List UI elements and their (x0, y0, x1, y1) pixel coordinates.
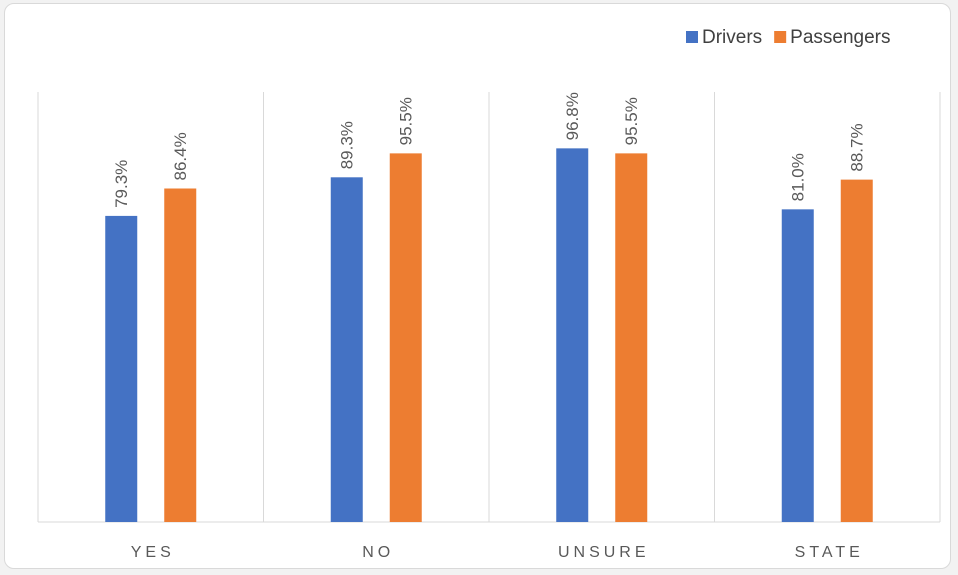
bar-passengers-no[interactable] (389, 153, 422, 522)
data-label: 96.8% (563, 92, 582, 140)
data-label: 95.5% (622, 97, 641, 145)
category-separators (37, 92, 941, 522)
legend-swatch (774, 31, 787, 43)
category-labels: YES NO UNSURE STATE (131, 544, 864, 561)
data-label: 95.5% (397, 97, 416, 145)
bar-drivers-state[interactable] (781, 209, 814, 522)
bar-passengers-yes[interactable] (164, 188, 197, 522)
data-label: 89.3% (338, 121, 357, 169)
category-label: UNSURE (558, 544, 650, 561)
data-label: 81.0% (789, 153, 808, 201)
data-label: 88.7% (848, 123, 867, 171)
bar-drivers-yes[interactable] (105, 215, 138, 523)
category-label: STATE (795, 544, 864, 561)
bars (105, 148, 873, 523)
legend: Drivers Passengers (686, 27, 891, 48)
legend-label: Drivers (702, 27, 762, 48)
bar-drivers-no[interactable] (330, 177, 363, 522)
bar-drivers-unsure[interactable] (556, 148, 589, 523)
category-label: NO (362, 544, 394, 561)
data-labels: 79.3% 86.4% 89.3% 95.5% 96.8% 95.5% 81.0% 88.7% (112, 92, 867, 208)
bar-passengers-state[interactable] (840, 179, 873, 523)
legend-swatch (686, 31, 698, 43)
category-label: YES (131, 544, 175, 561)
legend-label: Passengers (790, 27, 890, 48)
bar-passengers-unsure[interactable] (615, 153, 648, 522)
data-label: 79.3% (112, 160, 131, 208)
data-label: 86.4% (171, 132, 190, 180)
